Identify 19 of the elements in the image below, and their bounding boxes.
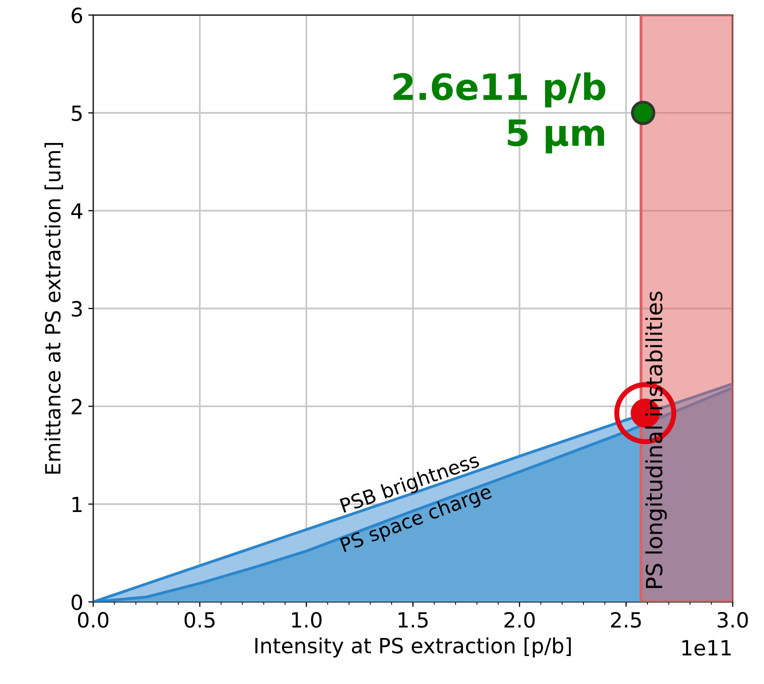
x-tick-label: 2.5 <box>611 612 641 628</box>
y-tick-label: 3 <box>72 300 82 317</box>
x-tick-label: 1.0 <box>292 612 322 628</box>
x-tick-label: 0.0 <box>78 612 108 628</box>
annotation: 2.6e11 p/b 5 µm <box>394 72 606 154</box>
y-tick-label: 6 <box>72 8 82 24</box>
text: 1e11 <box>682 640 731 656</box>
y-tick-label: 2 <box>72 398 82 414</box>
y-tick-label: 1 <box>72 496 82 512</box>
x-tick-label: 3.0 <box>718 612 748 628</box>
x-tick-label: 2.0 <box>504 612 535 628</box>
y-tick-label: 5 <box>72 106 82 122</box>
x-axis-title: Intensity at PS extraction [p/b] <box>255 637 571 658</box>
y-tick-label: 0 <box>72 594 82 610</box>
x-tick-label: 1.5 <box>398 612 428 628</box>
band-label: PS longitudinal instabilities <box>645 292 667 588</box>
y-axis-title: Emittance at PS extraction [um] <box>44 143 64 474</box>
y-tick-label: 4 <box>71 203 82 219</box>
x-tick-label: 0.5 <box>184 612 215 628</box>
